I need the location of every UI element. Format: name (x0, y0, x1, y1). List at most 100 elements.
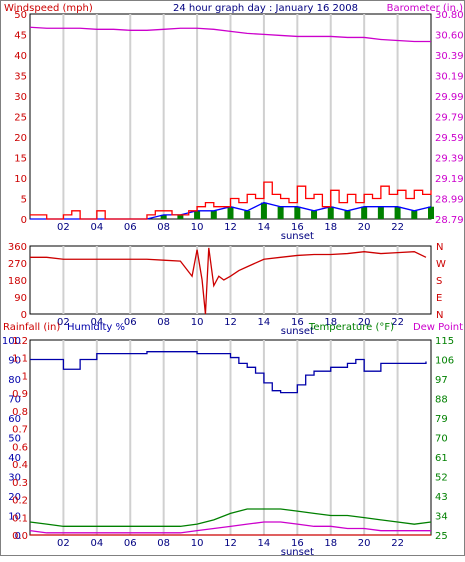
windspeed-tick-label: 40 (14, 51, 27, 62)
windspeed-tick-label: 25 (14, 113, 27, 124)
x-tick-label: 18 (324, 317, 337, 328)
barometer-tick-label: 28.99 (435, 195, 464, 206)
x-tick-label: 20 (358, 538, 371, 549)
temperature-tick-label: 106 (435, 356, 454, 367)
rainfall-tick-label: 0.0 (12, 531, 28, 542)
x-tick-label: 18 (324, 222, 337, 233)
sunset-label: sunset (281, 231, 314, 242)
x-tick-label: 10 (191, 222, 204, 233)
x-tick-label: 04 (90, 222, 103, 233)
humidity-tick-label: 70 (8, 395, 21, 406)
x-tick-label: 02 (57, 222, 70, 233)
humidity-tick-label: 40 (8, 453, 21, 464)
gust-bar (344, 210, 351, 219)
temperature-tick-label: 61 (435, 453, 448, 464)
rainfall-tick-label: 1.2 (12, 336, 28, 347)
gust-bar (294, 206, 301, 219)
x-tick-label: 10 (191, 538, 204, 549)
x-tick-label: 22 (391, 538, 404, 549)
rainfall-tick-label: 1 (22, 371, 28, 382)
gust-bar (311, 210, 318, 219)
humidity-tick-label: 90 (8, 356, 21, 367)
windspeed-tick-label: 20 (14, 133, 27, 144)
temperature-tick-label: 34 (435, 512, 448, 523)
x-tick-label: 10 (191, 317, 204, 328)
barometer-tick-label: 29.59 (435, 133, 464, 144)
humidity-tick-label: 50 (8, 434, 21, 445)
barometer-tick-label: 29.19 (435, 174, 464, 185)
gust-bar (411, 210, 418, 219)
windspeed-tick-label: 45 (14, 31, 27, 42)
x-tick-label: 12 (224, 538, 237, 549)
rainfall-tick-label: 0.7 (12, 425, 28, 436)
gust-bar (177, 214, 184, 219)
temperature-tick-label: 115 (435, 336, 454, 347)
humidity-tick-label: 100 (2, 336, 21, 347)
x-tick-label: 14 (258, 222, 271, 233)
rainfall-tick-label: 0.8 (12, 407, 28, 418)
direction-degree-tick-label: 360 (8, 242, 27, 253)
barometer-tick-label: 30.39 (435, 51, 464, 62)
compass-tick-label: N (436, 310, 443, 321)
x-tick-label: 20 (358, 222, 371, 233)
humidity-axis-title: Humidity % (67, 322, 125, 333)
gust-bar (377, 206, 384, 219)
humidity-line (30, 351, 427, 394)
humidity-tick-label: 10 (8, 512, 21, 523)
x-tick-label: 18 (324, 538, 337, 549)
direction-degree-tick-label: 90 (14, 293, 27, 304)
compass-tick-label: N (436, 242, 443, 253)
x-tick-label: 04 (90, 538, 103, 549)
gust-bar (260, 202, 267, 219)
x-tick-label: 02 (57, 538, 70, 549)
x-tick-label: 06 (124, 538, 137, 549)
rainfall-axis-title: Rainfall (in) (3, 322, 60, 333)
windspeed-tick-label: 30 (14, 92, 27, 103)
temperature-axis-title: Temperature (°F) (308, 322, 394, 333)
gust-bar (244, 210, 251, 219)
direction-degree-tick-label: 270 (8, 259, 27, 270)
windspeed-tick-label: 35 (14, 72, 27, 83)
temperature-tick-label: 43 (435, 492, 448, 503)
x-tick-label: 14 (258, 538, 271, 549)
gust-bar (227, 206, 234, 219)
dewpoint-line (29, 521, 431, 534)
sunset-label: sunset (281, 547, 314, 557)
barometer-tick-label: 28.79 (435, 215, 464, 226)
compass-tick-label: E (436, 293, 442, 304)
compass-tick-label: S (436, 276, 442, 287)
chart-title: 24 hour graph day : January 16 2008 (173, 3, 358, 14)
gust-bar (210, 210, 217, 219)
gust-bar (361, 206, 368, 219)
temperature-tick-label: 97 (435, 375, 448, 386)
x-tick-label: 08 (157, 538, 170, 549)
gust-bar (394, 206, 401, 219)
windspeed-tick-label: 50 (14, 10, 27, 21)
temperature-tick-label: 52 (435, 473, 448, 484)
barometer-axis-title: Barometer (in.) (387, 3, 463, 14)
x-tick-label: 08 (157, 317, 170, 328)
x-tick-label: 06 (124, 222, 137, 233)
direction-degree-tick-label: 180 (8, 276, 27, 287)
rainfall-tick-label: 0.6 (12, 442, 28, 453)
temperature-tick-label: 25 (435, 531, 448, 542)
humidity-tick-label: 20 (8, 492, 21, 503)
x-tick-label: 22 (391, 222, 404, 233)
gust-bar (277, 206, 284, 219)
x-tick-label: 14 (258, 317, 271, 328)
windspeed-line (30, 181, 432, 220)
rainfall-tick-label: 0.2 (12, 496, 28, 507)
x-tick-label: 02 (57, 317, 70, 328)
sunset-label: sunset (281, 326, 314, 337)
compass-tick-label: W (436, 259, 446, 270)
gust-bar (160, 214, 167, 219)
rainfall-tick-label: 0.1 (12, 513, 28, 524)
x-tick-label: 06 (124, 317, 137, 328)
rainfall-tick-label: 0.9 (12, 389, 28, 400)
barometer-tick-label: 29.39 (435, 154, 464, 165)
gust-bar (194, 210, 201, 219)
temperature-tick-label: 79 (435, 414, 448, 425)
humidity-tick-label: 30 (8, 473, 21, 484)
